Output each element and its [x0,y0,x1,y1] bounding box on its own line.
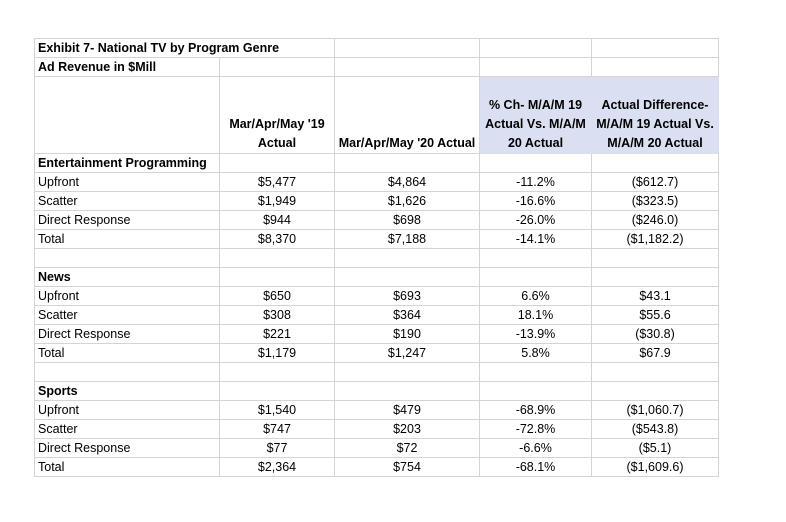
cell-value: $693 [334,286,480,306]
cell-value: $7,188 [334,229,480,249]
table-row: Total $8,370 $7,188 -14.1% ($1,182.2) [34,229,719,249]
cell-value: ($612.7) [591,172,719,192]
table-row: Scatter $308 $364 18.1% $55.6 [34,305,719,325]
cell-value: ($1,060.7) [591,400,719,420]
cell-value: $203 [334,419,480,439]
row-label: Direct Response [34,438,220,458]
section-header-row: Entertainment Programming [34,153,719,173]
cell-value: $43.1 [591,286,719,306]
cell-value: $1,626 [334,191,480,211]
cell-value: ($246.0) [591,210,719,230]
cell-value: $1,179 [219,343,335,363]
cell-value: $364 [334,305,480,325]
column-header: Mar/Apr/May '20 Actual [334,76,480,154]
cell-value: -68.9% [479,400,592,420]
cell-value: -13.9% [479,324,592,344]
column-header [34,76,220,154]
table-row: Total $2,364 $754 -68.1% ($1,609.6) [34,457,719,477]
table-row: Upfront $650 $693 6.6% $43.1 [34,286,719,306]
row-label: Upfront [34,172,220,192]
revenue-table: Exhibit 7- National TV by Program Genre … [34,38,719,477]
table-row: Upfront $1,540 $479 -68.9% ($1,060.7) [34,400,719,420]
table-row: Scatter $1,949 $1,626 -16.6% ($323.5) [34,191,719,211]
cell-value: -72.8% [479,419,592,439]
cell-value: ($543.8) [591,419,719,439]
section-name: Entertainment Programming [34,153,220,173]
cell-value: $754 [334,457,480,477]
cell-value: ($323.5) [591,191,719,211]
cell-value: 6.6% [479,286,592,306]
row-label: Total [34,229,220,249]
row-label: Scatter [34,305,220,325]
section-name: Sports [34,381,220,401]
cell-value: -11.2% [479,172,592,192]
column-header: Actual Difference- M/A/M 19 Actual Vs. M… [591,76,719,154]
cell-value: -16.6% [479,191,592,211]
table-title: Exhibit 7- National TV by Program Genre [34,38,335,58]
cell-value: -26.0% [479,210,592,230]
row-label: Total [34,457,220,477]
spacer-row [34,248,719,268]
row-label: Scatter [34,419,220,439]
cell-value: $1,247 [334,343,480,363]
table-row: Upfront $5,477 $4,864 -11.2% ($612.7) [34,172,719,192]
cell-value: $2,364 [219,457,335,477]
row-label: Total [34,343,220,363]
cell-value: $698 [334,210,480,230]
cell-value: $1,540 [219,400,335,420]
section-name: News [34,267,220,287]
cell-value: ($30.8) [591,324,719,344]
column-header: Mar/Apr/May '19 Actual [219,76,335,154]
cell-value: $308 [219,305,335,325]
cell-value: -6.6% [479,438,592,458]
table-subtitle: Ad Revenue in $Mill [34,57,220,77]
table-row: Total $1,179 $1,247 5.8% $67.9 [34,343,719,363]
cell-value: $4,864 [334,172,480,192]
title-row: Exhibit 7- National TV by Program Genre [34,38,719,58]
cell-value: ($5.1) [591,438,719,458]
row-label: Direct Response [34,324,220,344]
table-row: Scatter $747 $203 -72.8% ($543.8) [34,419,719,439]
row-label: Scatter [34,191,220,211]
cell-value: $5,477 [219,172,335,192]
cell-value: ($1,182.2) [591,229,719,249]
row-label: Upfront [34,400,220,420]
table-row: Direct Response $77 $72 -6.6% ($5.1) [34,438,719,458]
cell-value: $747 [219,419,335,439]
cell-value: $55.6 [591,305,719,325]
cell-value: $944 [219,210,335,230]
cell-value: $221 [219,324,335,344]
header-row: Mar/Apr/May '19 Actual Mar/Apr/May '20 A… [34,76,719,154]
cell-value: $77 [219,438,335,458]
cell-value: $72 [334,438,480,458]
cell-value: -68.1% [479,457,592,477]
table-row: Direct Response $221 $190 -13.9% ($30.8) [34,324,719,344]
subtitle-row: Ad Revenue in $Mill [34,57,719,77]
section-header-row: Sports [34,381,719,401]
cell-value: $190 [334,324,480,344]
section-header-row: News [34,267,719,287]
cell-value: $8,370 [219,229,335,249]
row-label: Direct Response [34,210,220,230]
table-row: Direct Response $944 $698 -26.0% ($246.0) [34,210,719,230]
cell-value: $67.9 [591,343,719,363]
cell-value: $479 [334,400,480,420]
cell-value: 18.1% [479,305,592,325]
cell-value: ($1,609.6) [591,457,719,477]
cell-value: $1,949 [219,191,335,211]
cell-value: 5.8% [479,343,592,363]
cell-value: -14.1% [479,229,592,249]
row-label: Upfront [34,286,220,306]
cell-value: $650 [219,286,335,306]
spacer-row [34,362,719,382]
column-header: % Ch- M/A/M 19 Actual Vs. M/A/M 20 Actua… [479,76,592,154]
